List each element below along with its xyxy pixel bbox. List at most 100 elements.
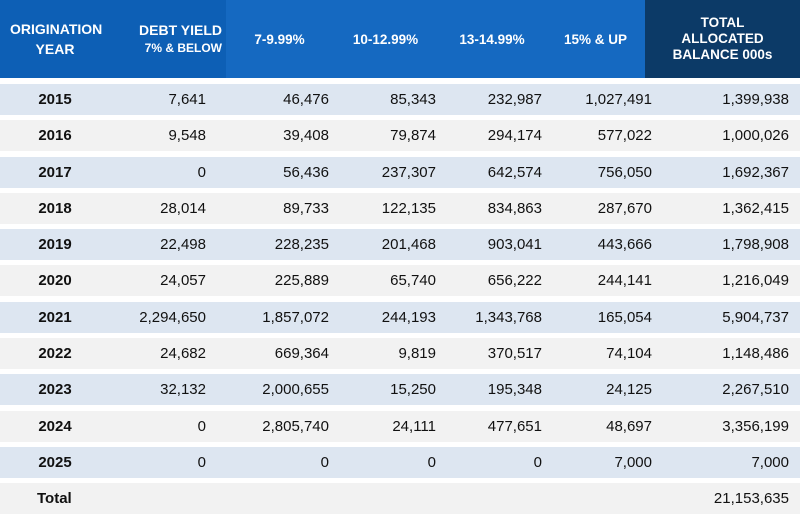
cell-13-14: 903,041 (487, 236, 542, 254)
cell-10-12: 122,135 (381, 199, 436, 217)
cell-debt-yield-7-below: 24,057 (160, 272, 206, 290)
header-10-12: 10-12.99% (333, 0, 438, 78)
row-year: 2024 (38, 417, 72, 435)
table-row: 2022 24,682 669,364 9,819 370,517 74,104 1,148… (0, 338, 800, 370)
row-year: 2015 (38, 91, 72, 108)
total-label: Total (37, 490, 72, 508)
cell-15-up: 48,697 (606, 417, 652, 435)
cell-total-allocated: 7,000 (751, 453, 789, 471)
cell-7-9: 228,235 (274, 236, 329, 254)
cell-7-9: 39,408 (283, 127, 329, 145)
cell-15-up: 74,104 (606, 345, 652, 363)
row-year: 2021 (38, 308, 72, 326)
cell-13-14: 232,987 (487, 91, 542, 108)
cell-15-up: 244,141 (597, 272, 652, 290)
header-15-up-label: 15% & UP (563, 31, 628, 47)
grand-total-value: 21,153,635 (713, 490, 789, 508)
header-debt-yield-label: DEBT YIELD (139, 22, 222, 38)
cell-15-up: 1,027,491 (585, 91, 652, 108)
cell-13-14: 370,517 (487, 345, 542, 363)
row-year: 2020 (38, 272, 72, 290)
header-origination-year: ORIGINATION YEAR (0, 0, 110, 78)
cell-total-allocated: 1,399,938 (722, 91, 789, 108)
header-debt-yield: DEBT YIELD 7% & BELOW (110, 0, 226, 78)
cell-10-12: 244,193 (381, 308, 436, 326)
table-row: 2019 22,498 228,235 201,468 903,041 443,666 1,… (0, 229, 800, 261)
cell-total-allocated: 1,216,049 (722, 272, 789, 290)
cell-7-9: 669,364 (274, 345, 329, 363)
row-year: 2022 (38, 345, 72, 363)
cell-debt-yield-7-below: 0 (197, 453, 206, 471)
header-13-14: 13-14.99% (438, 0, 546, 78)
cell-total-allocated: 1,692,367 (722, 163, 789, 181)
table-total-row: Total 21,153,635 (0, 483, 800, 514)
header-13-14-label: 13-14.99% (459, 31, 525, 47)
cell-10-12: 201,468 (381, 236, 436, 254)
header-7-9-label: 7-9.99% (254, 31, 305, 47)
table-row: 2021 2,294,650 1,857,072 244,193 1,343,768 16… (0, 301, 800, 333)
table-header: ORIGINATION YEAR DEBT YIELD 7% & BELOW 7… (0, 0, 800, 78)
cell-13-14: 0 (533, 453, 542, 471)
table-row: 2024 0 2,805,740 24,111 477,651 48,697 3,356,1… (0, 410, 800, 442)
cell-7-9: 225,889 (274, 272, 329, 290)
header-7-9: 7-9.99% (226, 0, 333, 78)
cell-total-allocated: 1,148,486 (722, 345, 789, 363)
table-row: 2018 28,014 89,733 122,135 834,863 287,670 1,3… (0, 192, 800, 224)
cell-15-up: 287,670 (597, 199, 652, 217)
cell-10-12: 9,819 (398, 345, 436, 363)
row-year: 2023 (38, 381, 72, 399)
table-body: 2015 7,641 46,476 85,343 232,987 1,027,491 1,3… (0, 84, 800, 514)
header-10-12-label: 10-12.99% (352, 31, 419, 47)
table-row: 2015 7,641 46,476 85,343 232,987 1,027,491 1,3… (0, 84, 800, 115)
row-year: 2018 (38, 199, 72, 217)
cell-15-up: 165,054 (597, 308, 652, 326)
cell-total-allocated: 3,356,199 (722, 417, 789, 435)
cell-10-12: 15,250 (390, 381, 436, 399)
cell-7-9: 56,436 (283, 163, 329, 181)
row-year: 2017 (38, 163, 72, 181)
header-total-allocated-label: TOTAL ALLOCATED BALANCE 000s (672, 15, 773, 62)
header-origination-year-label: ORIGINATION YEAR (10, 21, 103, 57)
cell-10-12: 85,343 (390, 91, 436, 108)
table-row: 2020 24,057 225,889 65,740 656,222 244,141 1,2… (0, 265, 800, 297)
cell-15-up: 7,000 (614, 453, 652, 471)
cell-debt-yield-7-below: 0 (197, 417, 206, 435)
row-year: 2019 (38, 236, 72, 254)
cell-7-9: 46,476 (283, 91, 329, 108)
row-year: 2025 (38, 453, 72, 471)
cell-7-9: 2,805,740 (262, 417, 329, 435)
cell-total-allocated: 5,904,737 (722, 308, 789, 326)
cell-13-14: 642,574 (487, 163, 542, 181)
cell-15-up: 24,125 (606, 381, 652, 399)
cell-13-14: 195,348 (487, 381, 542, 399)
cell-total-allocated: 1,798,908 (722, 236, 789, 254)
cell-13-14: 656,222 (487, 272, 542, 290)
table-row: 2017 0 56,436 237,307 642,574 756,050 1,692,36… (0, 156, 800, 188)
cell-7-9: 89,733 (283, 199, 329, 217)
cell-13-14: 294,174 (487, 127, 542, 145)
cell-10-12: 24,111 (392, 417, 436, 435)
cell-debt-yield-7-below: 7,641 (168, 91, 206, 108)
header-debt-yield-sublabel: 7% & BELOW (144, 41, 222, 55)
header-total-allocated: TOTAL ALLOCATED BALANCE 000s (645, 0, 800, 78)
cell-total-allocated: 1,362,415 (722, 199, 789, 217)
cell-10-12: 237,307 (381, 163, 436, 181)
cell-total-allocated: 1,000,026 (722, 127, 789, 145)
cell-13-14: 834,863 (487, 199, 542, 217)
cell-debt-yield-7-below: 28,014 (160, 199, 206, 217)
cell-10-12: 0 (427, 453, 436, 471)
cell-7-9: 0 (320, 453, 329, 471)
table-row: 2016 9,548 39,408 79,874 294,174 577,022 1,000… (0, 120, 800, 152)
cell-debt-yield-7-below: 2,294,650 (139, 308, 206, 326)
cell-15-up: 756,050 (597, 163, 652, 181)
table-row: 2023 32,132 2,000,655 15,250 195,348 24,125 2,… (0, 374, 800, 406)
header-15-up: 15% & UP (546, 0, 645, 78)
cell-10-12: 65,740 (390, 272, 436, 290)
cell-7-9: 2,000,655 (262, 381, 329, 399)
cell-10-12: 79,874 (390, 127, 436, 145)
cell-15-up: 443,666 (597, 236, 652, 254)
cell-7-9: 1,857,072 (262, 308, 329, 326)
cell-debt-yield-7-below: 9,548 (168, 127, 206, 145)
cell-total-allocated: 2,267,510 (722, 381, 789, 399)
